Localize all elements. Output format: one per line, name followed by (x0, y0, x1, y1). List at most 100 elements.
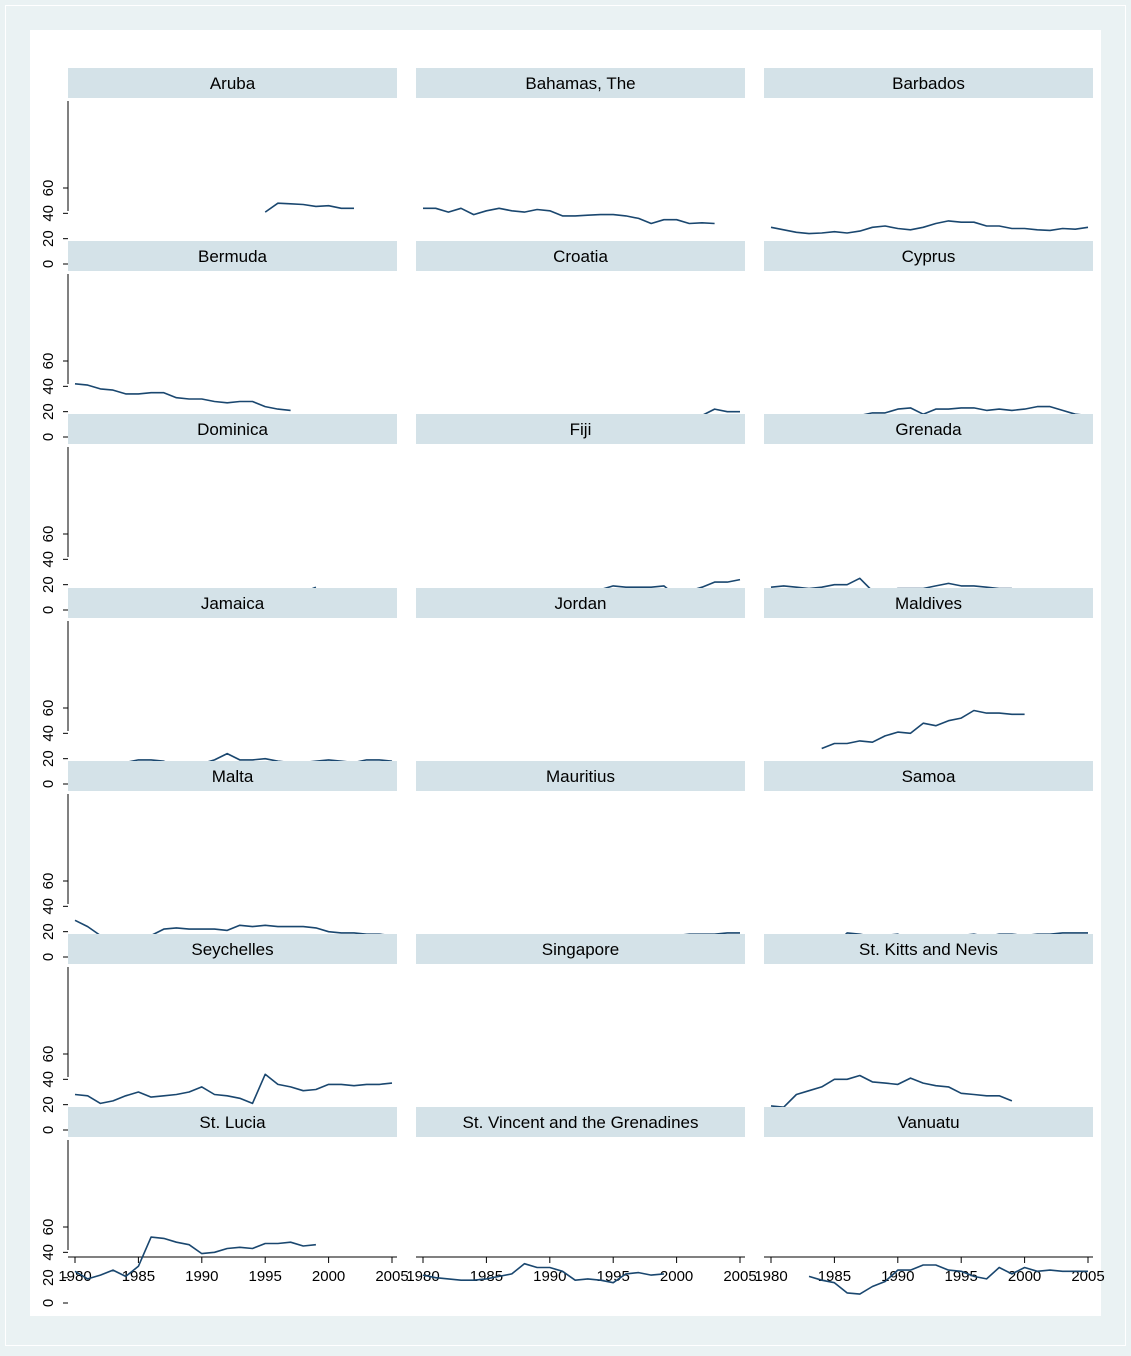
panel: Cyprus (764, 241, 1093, 427)
panel-strip (764, 761, 1093, 791)
y-tick-label: 60 (40, 1046, 57, 1063)
panel-title: Maldives (895, 594, 962, 613)
x-tick-label: 1990 (881, 1268, 914, 1285)
panel-title: Vanuatu (897, 1113, 959, 1132)
panel-strip (68, 1107, 397, 1137)
panel: Bahamas, The (416, 68, 745, 225)
panel-strip (416, 241, 745, 271)
panel-title: Bermuda (198, 247, 268, 266)
y-tick-label: 20 (40, 1269, 57, 1286)
y-tick-label: 60 (40, 180, 57, 197)
panel-strip (416, 761, 745, 791)
panel-title: St. Vincent and the Grenadines (463, 1113, 699, 1132)
x-tick-label: 1995 (945, 1268, 978, 1285)
panel-title: St. Lucia (199, 1113, 266, 1132)
panel: Seychelles 0 20 40 60 (40, 934, 397, 1134)
panel-plot-area (764, 447, 1093, 557)
series-line (74, 1236, 316, 1280)
series-line (808, 1264, 1088, 1295)
panel-plot-area (416, 967, 745, 1077)
panel: Maldives (764, 588, 1093, 750)
x-tick-label: 1980 (406, 1268, 439, 1285)
panel-strip (416, 68, 745, 98)
x-tick-label: 1980 (58, 1268, 91, 1285)
panel-plot-area (764, 967, 1093, 1077)
panel: Bermuda 0 20 40 60 (40, 241, 397, 441)
panel-plot-area (68, 1140, 397, 1250)
y-tick-label: 40 (40, 898, 57, 915)
y-tick-label: 20 (40, 230, 57, 247)
panel-plot-area (416, 274, 745, 384)
y-tick-label: 60 (40, 526, 57, 543)
y-tick-label: 20 (40, 403, 57, 420)
y-tick-label: 20 (40, 923, 57, 940)
panel-plot-area (68, 274, 397, 384)
panel-title: Malta (212, 767, 254, 786)
panel: Grenada (764, 414, 1093, 594)
y-tick-label: 20 (40, 750, 57, 767)
panel: St. Kitts and Nevis (764, 934, 1093, 1108)
y-tick-label: 60 (40, 873, 57, 890)
y-tick-label: 20 (40, 1096, 57, 1113)
x-tick-label: 1980 (754, 1268, 787, 1285)
panel-plot-area (416, 794, 745, 904)
series-line (423, 207, 715, 225)
panel-strip (764, 934, 1093, 964)
panel: Malta 0 20 40 60 (40, 761, 397, 961)
panel-strip (764, 1107, 1093, 1137)
panel-strip (416, 414, 745, 444)
panel: Samoa (764, 761, 1093, 953)
y-tick-label: 40 (40, 551, 57, 568)
panel: Dominica 0 20 40 60 (40, 414, 397, 614)
panel-plot-area (416, 447, 745, 557)
panel-title: Barbados (892, 74, 965, 93)
y-tick-label: 0 (40, 433, 57, 441)
series-line (770, 220, 1089, 235)
panel-strip (416, 1107, 745, 1137)
y-tick-label: 60 (40, 353, 57, 370)
y-tick-label: 40 (40, 205, 57, 222)
y-tick-label: 0 (40, 953, 57, 961)
panel-title: Fiji (570, 420, 592, 439)
panel-plot-area (68, 447, 397, 557)
series-line (821, 709, 1025, 750)
panel-title: Singapore (542, 940, 620, 959)
y-tick-label: 0 (40, 780, 57, 788)
panel: Jamaica 0 20 40 60 (40, 588, 397, 788)
panel-title: Aruba (210, 74, 256, 93)
y-tick-label: 60 (40, 1219, 57, 1236)
y-tick-label: 0 (40, 1126, 57, 1134)
x-tick-label: 1995 (249, 1268, 282, 1285)
x-tick-label: 1985 (470, 1268, 503, 1285)
x-tick-label: 1990 (533, 1268, 566, 1285)
panel-strip (764, 414, 1093, 444)
series-line (264, 202, 354, 213)
panel: Mauritius (416, 761, 745, 953)
panel-title: Mauritius (546, 767, 615, 786)
panel-plot-area (68, 967, 397, 1077)
panel-title: Cyprus (902, 247, 956, 266)
panel-plot-area (764, 794, 1093, 904)
panel-strip (764, 68, 1093, 98)
panel-plot-area (416, 621, 745, 731)
panel-strip (68, 761, 397, 791)
panel: Croatia (416, 241, 745, 436)
panel-strip (68, 68, 397, 98)
y-tick-label: 20 (40, 576, 57, 593)
panel-strip (416, 934, 745, 964)
panel-plot-area (416, 1140, 745, 1250)
y-tick-label: 40 (40, 378, 57, 395)
y-tick-label: 40 (40, 725, 57, 742)
panel: Jordan (416, 588, 745, 775)
y-tick-label: 0 (40, 260, 57, 268)
panel: Fiji (416, 414, 745, 601)
panel-title: Grenada (895, 420, 962, 439)
panel-plot-area (764, 1140, 1093, 1250)
panel: Aruba 0 20 40 60 (40, 68, 397, 268)
panel: Barbados (764, 68, 1093, 235)
panel-title: St. Kitts and Nevis (859, 940, 998, 959)
